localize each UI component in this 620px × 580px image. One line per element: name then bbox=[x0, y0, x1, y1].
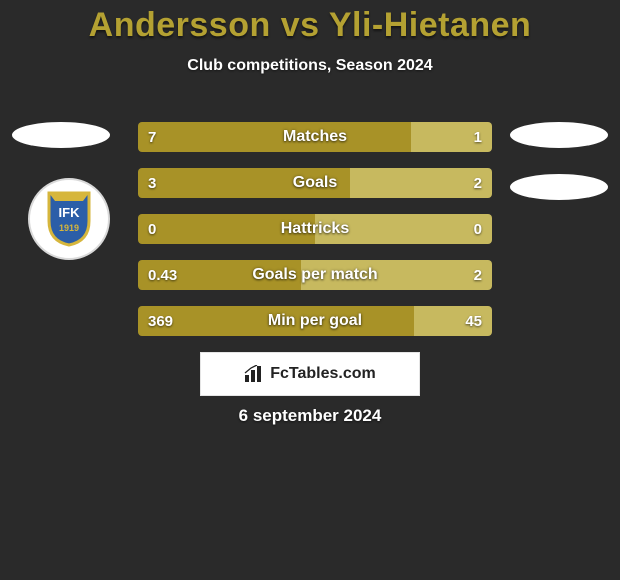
brand-text: FcTables.com bbox=[270, 365, 376, 383]
bar-left bbox=[138, 260, 301, 290]
page-title: Andersson vs Yli-Hietanen bbox=[0, 6, 620, 45]
header: Andersson vs Yli-Hietanen Club competiti… bbox=[0, 0, 620, 75]
bar-chart-icon bbox=[244, 365, 264, 383]
club-badge: IFK 1919 bbox=[28, 178, 110, 260]
player-right-avatar-1 bbox=[510, 122, 608, 148]
comparison-row: Min per goal36945 bbox=[138, 306, 492, 336]
comparison-row: Goals32 bbox=[138, 168, 492, 198]
comparison-row: Hattricks00 bbox=[138, 214, 492, 244]
comparison-row: Matches71 bbox=[138, 122, 492, 152]
bar-left bbox=[138, 214, 315, 244]
bar-left bbox=[138, 306, 414, 336]
brand-box[interactable]: FcTables.com bbox=[200, 352, 420, 396]
date-text: 6 september 2024 bbox=[0, 406, 620, 426]
player-right-avatar-2 bbox=[510, 174, 608, 200]
bar-right bbox=[301, 260, 492, 290]
bar-left bbox=[138, 122, 411, 152]
svg-text:1919: 1919 bbox=[59, 223, 79, 233]
shield-icon: IFK 1919 bbox=[45, 191, 93, 247]
bar-right bbox=[315, 214, 492, 244]
subtitle: Club competitions, Season 2024 bbox=[0, 57, 620, 75]
bar-right bbox=[414, 306, 492, 336]
bar-right bbox=[411, 122, 492, 152]
comparison-row: Goals per match0.432 bbox=[138, 260, 492, 290]
comparison-bars: Matches71 Goals32 Hattricks00 Goals per mat… bbox=[138, 122, 492, 352]
bar-left bbox=[138, 168, 350, 198]
svg-text:IFK: IFK bbox=[59, 205, 81, 220]
player-left-avatar bbox=[12, 122, 110, 148]
bar-right bbox=[350, 168, 492, 198]
